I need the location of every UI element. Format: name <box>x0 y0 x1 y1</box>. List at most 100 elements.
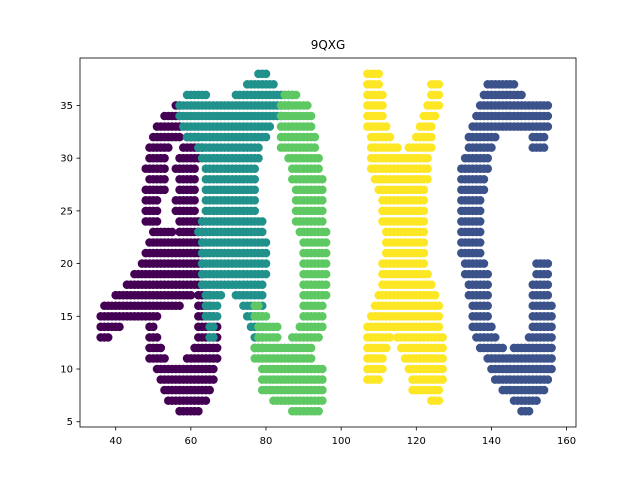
data-point <box>209 375 218 384</box>
data-point <box>261 132 271 142</box>
data-point <box>321 259 331 268</box>
data-point <box>475 238 485 247</box>
data-point <box>152 333 162 342</box>
data-point <box>306 354 316 363</box>
series-3 <box>250 90 331 416</box>
data-point <box>427 280 436 289</box>
y-tick-label: 20 <box>60 259 73 270</box>
data-point <box>164 143 173 152</box>
data-point <box>483 312 493 321</box>
data-point <box>543 122 553 131</box>
data-point <box>254 143 263 152</box>
data-point <box>261 312 271 321</box>
data-point <box>427 122 436 131</box>
data-point <box>479 259 489 268</box>
data-point <box>434 312 444 321</box>
data-point <box>212 312 222 321</box>
data-point <box>543 269 553 279</box>
data-point <box>261 248 271 258</box>
data-point <box>152 206 162 216</box>
data-point <box>250 196 260 205</box>
data-point <box>419 185 429 195</box>
data-point <box>419 238 429 247</box>
data-point <box>490 132 500 142</box>
data-point <box>378 364 387 374</box>
data-point <box>254 301 263 311</box>
data-point <box>475 248 485 258</box>
data-point <box>250 206 260 216</box>
data-point <box>438 354 447 363</box>
data-point <box>318 174 327 184</box>
data-point <box>160 185 169 195</box>
data-point <box>547 343 556 353</box>
data-point <box>306 122 316 131</box>
data-point <box>201 396 211 405</box>
data-point <box>318 385 327 395</box>
data-point <box>543 280 553 289</box>
data-point <box>385 333 395 342</box>
data-point <box>434 322 444 332</box>
data-point <box>517 90 526 100</box>
data-point <box>438 375 447 384</box>
data-point <box>419 217 429 226</box>
data-point <box>434 101 444 110</box>
data-point <box>212 301 222 311</box>
data-point <box>321 269 331 279</box>
data-points <box>96 69 556 416</box>
axes: 40 60 80 100 120 140 160 5 10 15 20 25 30 35 <box>60 57 577 447</box>
data-point <box>419 248 429 258</box>
data-point <box>257 280 267 289</box>
series-4 <box>363 69 447 405</box>
data-point <box>318 206 327 216</box>
data-point <box>543 101 553 110</box>
data-point <box>483 301 493 311</box>
data-point <box>427 132 436 142</box>
data-point <box>167 227 177 237</box>
data-point <box>190 164 199 173</box>
data-point <box>321 290 331 300</box>
x-tick-label: 120 <box>407 436 426 447</box>
data-point <box>393 143 402 152</box>
data-point <box>543 290 553 300</box>
data-point <box>543 259 553 268</box>
data-point <box>261 238 271 247</box>
data-point <box>194 406 203 416</box>
data-point <box>314 153 323 163</box>
data-point <box>321 248 331 258</box>
data-point <box>148 322 158 332</box>
data-point <box>306 343 316 353</box>
data-point <box>434 80 444 89</box>
data-point <box>434 396 444 405</box>
data-point <box>103 333 113 342</box>
data-point <box>547 301 556 311</box>
data-point <box>310 132 320 142</box>
data-point <box>475 217 485 226</box>
data-point <box>318 196 327 205</box>
data-point <box>438 333 447 342</box>
data-point <box>175 301 184 311</box>
data-point <box>547 354 556 363</box>
data-point <box>547 322 556 332</box>
data-point <box>430 111 440 121</box>
data-point <box>321 227 331 237</box>
data-point <box>483 280 493 289</box>
data-point <box>175 132 184 142</box>
chart-title: 9QXG <box>311 38 346 52</box>
data-point <box>314 333 323 342</box>
data-point <box>212 343 222 353</box>
data-point <box>423 153 432 163</box>
data-point <box>190 174 199 184</box>
data-point <box>547 312 556 321</box>
data-point <box>490 333 500 342</box>
data-point <box>321 280 331 289</box>
data-point <box>423 174 432 184</box>
data-point <box>310 143 320 152</box>
data-point <box>190 206 199 216</box>
data-point <box>269 80 278 89</box>
data-point <box>509 80 519 89</box>
data-point <box>475 196 485 205</box>
y-tick-label: 10 <box>60 365 73 376</box>
data-point <box>318 301 327 311</box>
data-point <box>487 322 496 332</box>
data-point <box>209 364 218 374</box>
